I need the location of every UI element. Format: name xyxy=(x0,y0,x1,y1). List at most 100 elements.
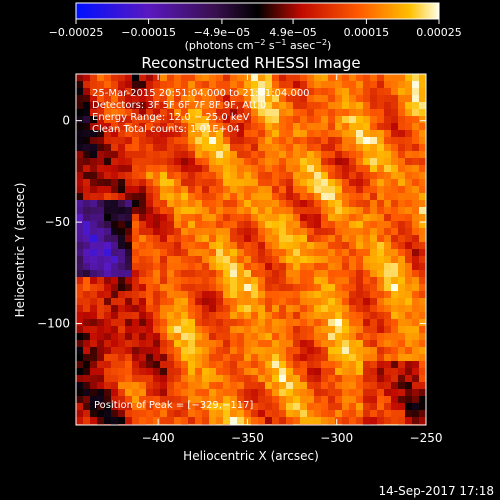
heatmap-cell xyxy=(398,270,406,278)
heatmap-cell xyxy=(188,144,196,152)
heatmap-cell xyxy=(307,249,315,257)
heatmap-cell xyxy=(244,270,252,278)
heatmap-cell xyxy=(342,333,350,341)
heatmap-cell xyxy=(314,151,322,159)
heatmap-cell xyxy=(328,361,336,369)
heatmap-cell xyxy=(328,319,336,327)
heatmap-cell xyxy=(370,417,378,425)
colorbar xyxy=(75,2,440,20)
heatmap-cell xyxy=(153,270,161,278)
heatmap-cell xyxy=(118,361,126,369)
heatmap-cell xyxy=(230,333,238,341)
heatmap-cell xyxy=(258,326,266,334)
heatmap-cell xyxy=(223,109,231,117)
heatmap-cell xyxy=(258,165,266,173)
heatmap-cell xyxy=(251,333,259,341)
heatmap-cell xyxy=(160,214,168,222)
heatmap-cell xyxy=(132,361,140,369)
heatmap-cell xyxy=(111,312,119,320)
heatmap-cell xyxy=(363,102,371,110)
heatmap-cell xyxy=(391,207,399,215)
heatmap-cell xyxy=(104,235,112,243)
heatmap-cell xyxy=(279,263,287,271)
heatmap-cell xyxy=(321,305,329,313)
heatmap-cell xyxy=(174,312,182,320)
heatmap-cell xyxy=(167,340,175,348)
heatmap-cell xyxy=(90,102,98,110)
heatmap-cell xyxy=(300,81,308,89)
heatmap-cell xyxy=(118,305,126,313)
heatmap-cell xyxy=(419,256,426,264)
heatmap-cell xyxy=(202,256,210,264)
heatmap-cell xyxy=(398,130,406,138)
heatmap-cell xyxy=(230,270,238,278)
heatmap-cell xyxy=(370,382,378,390)
heatmap-cell xyxy=(279,137,287,145)
heatmap-cell xyxy=(97,277,105,285)
heatmap-cell xyxy=(160,144,168,152)
heatmap-cell xyxy=(181,305,189,313)
heatmap-cell xyxy=(160,81,168,89)
heatmap-cell xyxy=(293,81,301,89)
heatmap-cell xyxy=(132,200,140,208)
heatmap-cell xyxy=(377,186,385,194)
heatmap-cell xyxy=(272,88,280,96)
heatmap-cell xyxy=(286,95,294,103)
heatmap-cell xyxy=(118,109,126,117)
heatmap-cell xyxy=(363,235,371,243)
heatmap-cell xyxy=(356,256,364,264)
heatmap-cell xyxy=(314,193,322,201)
heatmap-cell xyxy=(90,340,98,348)
heatmap-cell xyxy=(398,263,406,271)
heatmap-cell xyxy=(237,284,245,292)
heatmap-cell xyxy=(258,354,266,362)
heatmap-cell xyxy=(377,382,385,390)
heatmap-cell xyxy=(265,165,273,173)
heatmap-cell xyxy=(104,158,112,166)
heatmap-cell xyxy=(377,74,385,82)
heatmap-cell xyxy=(230,354,238,362)
heatmap-cell xyxy=(83,137,91,145)
heatmap-cell xyxy=(412,214,420,222)
heatmap-cell xyxy=(188,193,196,201)
heatmap-cell xyxy=(391,354,399,362)
heatmap-cell xyxy=(216,263,224,271)
heatmap-cell xyxy=(419,109,426,117)
heatmap-cell xyxy=(209,109,217,117)
heatmap-cell xyxy=(125,312,133,320)
heatmap-cell xyxy=(321,347,329,355)
heatmap-cell xyxy=(125,298,133,306)
heatmap-cell xyxy=(363,249,371,257)
heatmap-cell xyxy=(132,347,140,355)
heatmap-cell xyxy=(328,270,336,278)
heatmap-cell xyxy=(244,396,252,404)
heatmap-cell xyxy=(132,277,140,285)
heatmap-cell xyxy=(188,242,196,250)
heatmap-cell xyxy=(356,109,364,117)
heatmap-cell xyxy=(83,263,91,271)
heatmap-cell xyxy=(160,396,168,404)
heatmap-cell xyxy=(419,249,426,257)
heatmap-cell xyxy=(398,417,406,425)
heatmap-cell xyxy=(265,319,273,327)
heatmap-cell xyxy=(188,277,196,285)
heatmap-cell xyxy=(223,361,231,369)
heatmap-cell xyxy=(370,221,378,229)
heatmap-cell xyxy=(125,375,133,383)
heatmap-cell xyxy=(237,375,245,383)
heatmap-cell xyxy=(349,151,357,159)
heatmap-cell xyxy=(188,396,196,404)
heatmap-cell xyxy=(363,123,371,131)
heatmap-cell xyxy=(209,179,217,187)
heatmap-cell xyxy=(251,347,259,355)
heatmap-cell xyxy=(272,403,280,411)
heatmap-cell xyxy=(335,81,343,89)
heatmap-cell xyxy=(195,130,203,138)
heatmap-cell xyxy=(419,326,426,334)
heatmap-cell xyxy=(356,200,364,208)
heatmap-cell xyxy=(195,340,203,348)
heatmap-cell xyxy=(244,221,252,229)
heatmap-cell xyxy=(412,361,420,369)
heatmap-cell xyxy=(412,277,420,285)
heatmap-cell xyxy=(118,396,126,404)
